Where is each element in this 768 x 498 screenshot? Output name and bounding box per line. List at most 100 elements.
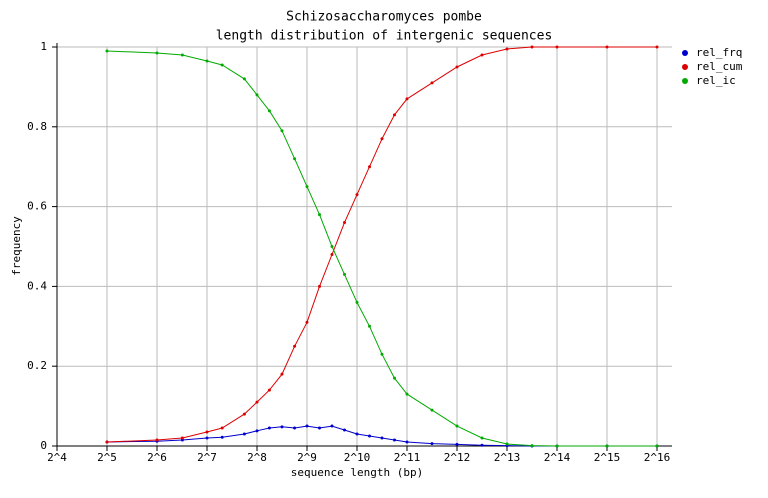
point: [530, 444, 534, 448]
point: [405, 440, 409, 444]
point: [380, 352, 384, 356]
point: [220, 435, 224, 439]
point: [255, 400, 259, 404]
point: [293, 344, 297, 348]
x-tick-label: 2^7: [197, 451, 217, 464]
point: [380, 436, 384, 440]
point: [655, 444, 659, 448]
point: [430, 442, 434, 446]
y-tick-label: 0.4: [27, 279, 47, 292]
y-tick-label: 0: [40, 439, 47, 452]
point: [180, 53, 184, 57]
x-tick-label: 2^11: [394, 451, 421, 464]
legend-label: rel_ic: [696, 74, 736, 87]
point: [430, 81, 434, 85]
point: [480, 53, 484, 57]
point: [342, 272, 346, 276]
point: [392, 113, 396, 117]
point: [242, 412, 246, 416]
point: [342, 221, 346, 225]
point: [318, 284, 322, 288]
y-tick-label: 0.8: [27, 120, 47, 133]
point: [342, 428, 346, 432]
x-tick-label: 2^13: [494, 451, 521, 464]
point: [267, 388, 271, 392]
series-line: [106, 50, 657, 447]
legend-label: rel_frq: [696, 46, 742, 59]
point: [205, 430, 209, 434]
x-tick-label: 2^12: [444, 451, 471, 464]
point: [455, 65, 459, 69]
chart-subtitle: length distribution of intergenic sequen…: [216, 29, 553, 44]
point: [242, 77, 246, 81]
point: [605, 444, 609, 448]
point: [392, 438, 396, 442]
point: [368, 165, 372, 169]
point: [505, 442, 509, 446]
point: [205, 59, 209, 63]
point: [155, 438, 159, 442]
point: [280, 129, 284, 133]
point: [480, 443, 484, 447]
point: [555, 45, 559, 49]
point: [368, 434, 372, 438]
point: [267, 109, 271, 113]
point: [255, 93, 259, 97]
x-tick-label: 2^16: [644, 451, 671, 464]
x-tick-label: 2^5: [97, 451, 117, 464]
x-tick-label: 2^9: [297, 451, 317, 464]
point: [318, 426, 322, 430]
x-tick-label: 2^10: [344, 451, 371, 464]
point: [180, 436, 184, 440]
x-tick-label: 2^4: [47, 451, 67, 464]
point: [655, 45, 659, 49]
point: [305, 424, 309, 428]
point: [355, 300, 359, 304]
point: [405, 97, 409, 101]
point: [305, 185, 309, 189]
point: [305, 320, 309, 324]
y-tick-label: 0.6: [27, 200, 47, 213]
point: [318, 213, 322, 217]
point: [330, 424, 334, 428]
y-tick-label: 1: [40, 40, 47, 53]
point: [155, 51, 159, 55]
point: [280, 425, 284, 429]
legend-marker: [682, 64, 688, 70]
point: [330, 252, 334, 256]
point: [255, 429, 259, 433]
point: [605, 45, 609, 49]
legend-marker: [682, 78, 688, 84]
point: [105, 49, 109, 53]
series-line: [106, 46, 657, 443]
point: [105, 440, 109, 444]
point: [430, 408, 434, 412]
point: [405, 392, 409, 396]
legend-label: rel_cum: [696, 60, 743, 73]
y-axis-label: frequency: [10, 216, 23, 276]
point: [505, 47, 509, 51]
x-tick-label: 2^8: [247, 451, 267, 464]
point: [368, 324, 372, 328]
legend-marker: [682, 50, 688, 56]
point: [293, 157, 297, 161]
point: [205, 436, 209, 440]
point: [267, 426, 271, 430]
point: [555, 444, 559, 448]
x-axis-label: sequence length (bp): [291, 466, 423, 479]
point: [455, 442, 459, 446]
x-tick-label: 2^14: [544, 451, 571, 464]
point: [280, 372, 284, 376]
point: [455, 424, 459, 428]
point: [480, 436, 484, 440]
x-tick-label: 2^6: [147, 451, 167, 464]
chart-title: Schizosaccharomyces pombe: [286, 10, 482, 25]
point: [530, 45, 534, 49]
point: [330, 245, 334, 248]
point: [242, 432, 246, 436]
point: [220, 63, 224, 67]
point: [220, 426, 224, 430]
point: [392, 376, 396, 380]
